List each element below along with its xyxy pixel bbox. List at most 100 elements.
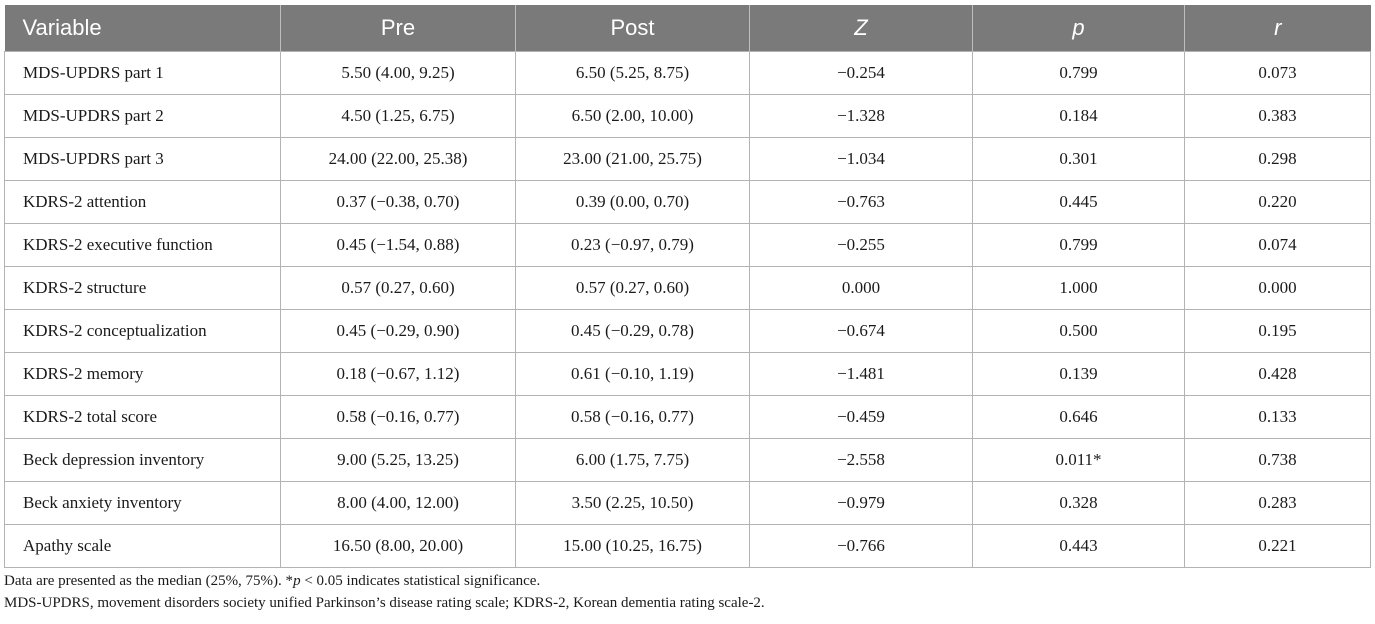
- cell-post: 0.23 (−0.97, 0.79): [515, 223, 750, 267]
- cell-post: 0.58 (−0.16, 0.77): [515, 395, 750, 439]
- table-row: Beck anxiety inventory 8.00 (4.00, 12.00)…: [4, 481, 1371, 525]
- table-row: Apathy scale 16.50 (8.00, 20.00) 15.00 (10…: [4, 524, 1371, 568]
- header-pre: Pre: [280, 5, 516, 52]
- cell-variable: Apathy scale: [4, 524, 281, 568]
- cell-z: −1.328: [749, 94, 973, 138]
- cell-variable: KDRS-2 attention: [4, 180, 281, 224]
- cell-z: −0.674: [749, 309, 973, 353]
- header-post: Post: [515, 5, 750, 52]
- cell-variable: MDS-UPDRS part 3: [4, 137, 281, 181]
- cell-post: 23.00 (21.00, 25.75): [515, 137, 750, 181]
- cell-p: 1.000: [972, 266, 1185, 310]
- cell-z: −0.766: [749, 524, 973, 568]
- cell-z: −0.255: [749, 223, 973, 267]
- table-row: KDRS-2 attention 0.37 (−0.38, 0.70) 0.39 (…: [4, 180, 1371, 224]
- cell-r: 0.298: [1184, 137, 1371, 181]
- table-row: KDRS-2 executive function 0.45 (−1.54, 0.…: [4, 223, 1371, 267]
- cell-r: 0.195: [1184, 309, 1371, 353]
- cell-post: 15.00 (10.25, 16.75): [515, 524, 750, 568]
- cell-variable: MDS-UPDRS part 1: [4, 51, 281, 95]
- cell-pre: 8.00 (4.00, 12.00): [280, 481, 516, 525]
- cell-variable: MDS-UPDRS part 2: [4, 94, 281, 138]
- cell-variable: KDRS-2 structure: [4, 266, 281, 310]
- cell-r: 0.283: [1184, 481, 1371, 525]
- table-row: MDS-UPDRS part 1 5.50 (4.00, 9.25) 6.50 (5…: [4, 51, 1371, 95]
- table-row: KDRS-2 conceptualization 0.45 (−0.29, 0.9…: [4, 309, 1371, 353]
- cell-pre: 0.45 (−0.29, 0.90): [280, 309, 516, 353]
- cell-r: 0.383: [1184, 94, 1371, 138]
- cell-p: 0.139: [972, 352, 1185, 396]
- cell-pre: 0.57 (0.27, 0.60): [280, 266, 516, 310]
- cell-variable: Beck depression inventory: [4, 438, 281, 482]
- cell-pre: 16.50 (8.00, 20.00): [280, 524, 516, 568]
- table-body: MDS-UPDRS part 1 5.50 (4.00, 9.25) 6.50 (5…: [4, 51, 1371, 568]
- header-r: r: [1184, 5, 1371, 52]
- cell-z: −0.763: [749, 180, 973, 224]
- cell-r: 0.221: [1184, 524, 1371, 568]
- cell-r: 0.074: [1184, 223, 1371, 267]
- table-header-row: Variable Pre Post Z p r: [4, 5, 1371, 52]
- cell-post: 3.50 (2.25, 10.50): [515, 481, 750, 525]
- cell-variable: KDRS-2 total score: [4, 395, 281, 439]
- table-footnotes: Data are presented as the median (25%, 7…: [4, 570, 1370, 614]
- table-row: MDS-UPDRS part 3 24.00 (22.00, 25.38) 23.0…: [4, 137, 1371, 181]
- cell-z: 0.000: [749, 266, 973, 310]
- footnote-p-symbol: p: [293, 573, 301, 589]
- cell-post: 0.45 (−0.29, 0.78): [515, 309, 750, 353]
- header-z: Z: [749, 5, 973, 52]
- cell-r: 0.220: [1184, 180, 1371, 224]
- cell-p: 0.799: [972, 51, 1185, 95]
- cell-variable: KDRS-2 memory: [4, 352, 281, 396]
- cell-p: 0.799: [972, 223, 1185, 267]
- cell-p: 0.301: [972, 137, 1185, 181]
- header-variable: Variable: [22, 15, 102, 40]
- table-row: KDRS-2 memory 0.18 (−0.67, 1.12) 0.61 (−0.…: [4, 352, 1371, 396]
- table-row: KDRS-2 structure 0.57 (0.27, 0.60) 0.57 (0…: [4, 266, 1371, 310]
- header-p: p: [972, 5, 1185, 52]
- cell-variable: KDRS-2 conceptualization: [4, 309, 281, 353]
- cell-pre: 5.50 (4.00, 9.25): [280, 51, 516, 95]
- cell-p: 0.184: [972, 94, 1185, 138]
- cell-r: 0.428: [1184, 352, 1371, 396]
- cell-z: −2.558: [749, 438, 973, 482]
- cell-z: −0.459: [749, 395, 973, 439]
- footnote-data-presentation: Data are presented as the median (25%, 7…: [4, 570, 1370, 592]
- cell-p: 0.646: [972, 395, 1185, 439]
- cell-variable: KDRS-2 executive function: [4, 223, 281, 267]
- cell-r: 0.073: [1184, 51, 1371, 95]
- cell-p: 0.445: [972, 180, 1185, 224]
- cell-z: −1.034: [749, 137, 973, 181]
- cell-pre: 0.37 (−0.38, 0.70): [280, 180, 516, 224]
- footnote-abbreviations: MDS-UPDRS, movement disorders society un…: [4, 595, 765, 611]
- table-row: MDS-UPDRS part 2 4.50 (1.25, 6.75) 6.50 (2…: [4, 94, 1371, 138]
- cell-p: 0.328: [972, 481, 1185, 525]
- footnote-text: < 0.05 indicates statistical significanc…: [300, 573, 541, 589]
- cell-post: 0.61 (−0.10, 1.19): [515, 352, 750, 396]
- cell-r: 0.133: [1184, 395, 1371, 439]
- cell-p: 0.500: [972, 309, 1185, 353]
- table-row: KDRS-2 total score 0.58 (−0.16, 0.77) 0.58…: [4, 395, 1371, 439]
- cell-variable: Beck anxiety inventory: [4, 481, 281, 525]
- table-row: Beck depression inventory 9.00 (5.25, 13.…: [4, 438, 1371, 482]
- cell-post: 0.39 (0.00, 0.70): [515, 180, 750, 224]
- cell-pre: 0.45 (−1.54, 0.88): [280, 223, 516, 267]
- footnote-text: Data are presented as the median (25%, 7…: [4, 573, 294, 589]
- cell-post: 6.00 (1.75, 7.75): [515, 438, 750, 482]
- results-table: Variable Pre Post Z p r MDS-UPDRS part 1…: [4, 5, 1371, 568]
- cell-pre: 9.00 (5.25, 13.25): [280, 438, 516, 482]
- cell-post: 0.57 (0.27, 0.60): [515, 266, 750, 310]
- cell-post: 6.50 (5.25, 8.75): [515, 51, 750, 95]
- cell-z: −0.979: [749, 481, 973, 525]
- cell-post: 6.50 (2.00, 10.00): [515, 94, 750, 138]
- cell-pre: 4.50 (1.25, 6.75): [280, 94, 516, 138]
- cell-pre: 0.58 (−0.16, 0.77): [280, 395, 516, 439]
- cell-z: −0.254: [749, 51, 973, 95]
- cell-z: −1.481: [749, 352, 973, 396]
- cell-pre: 24.00 (22.00, 25.38): [280, 137, 516, 181]
- cell-p: 0.011*: [972, 438, 1185, 482]
- cell-r: 0.738: [1184, 438, 1371, 482]
- results-table-container: Variable Pre Post Z p r MDS-UPDRS part 1…: [4, 5, 1371, 568]
- cell-r: 0.000: [1184, 266, 1371, 310]
- cell-p: 0.443: [972, 524, 1185, 568]
- cell-pre: 0.18 (−0.67, 1.12): [280, 352, 516, 396]
